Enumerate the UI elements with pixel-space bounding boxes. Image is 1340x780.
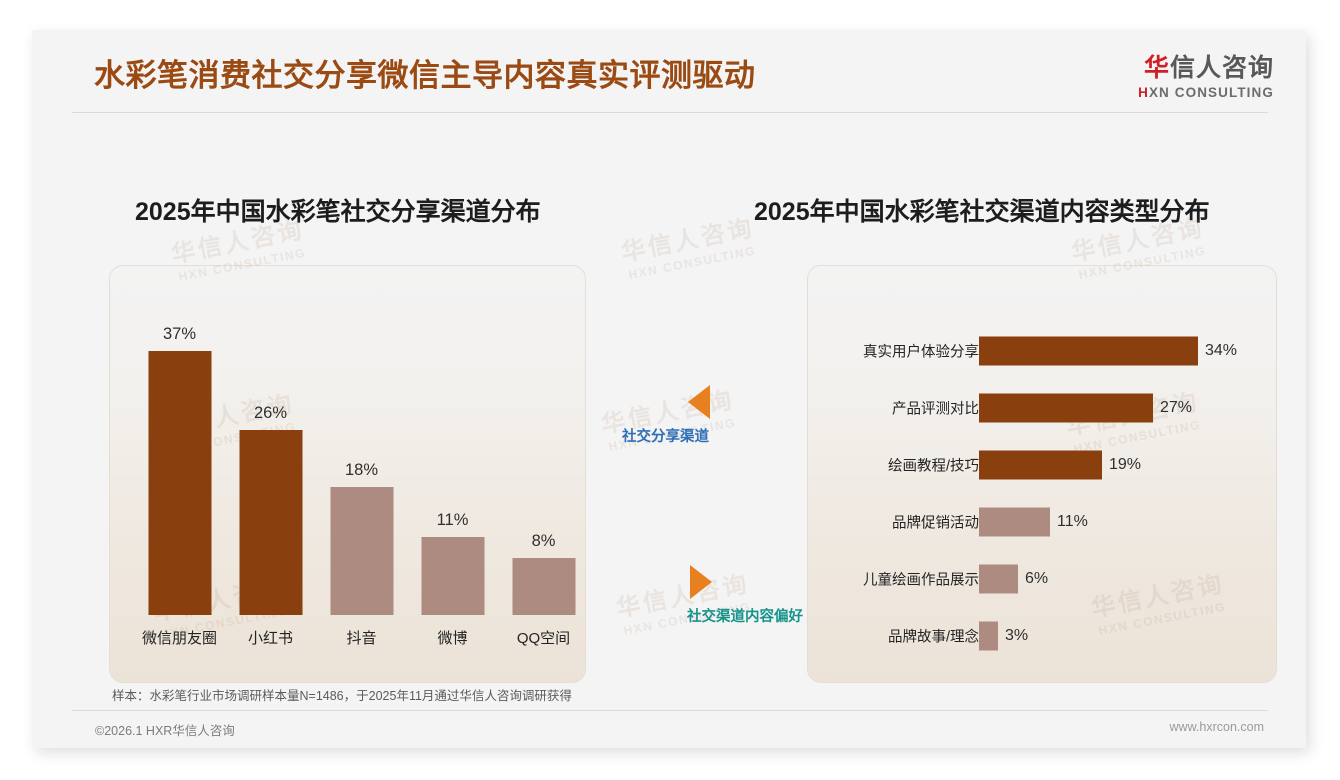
vertical-bar-value-label: 11% bbox=[436, 511, 469, 529]
horizontal-bar-row: 品牌故事/理念 3% bbox=[807, 620, 1277, 652]
callout-two-label: 社交渠道内容偏好 bbox=[687, 609, 803, 625]
vertical-bar-category-label-wrap: 小红书 bbox=[239, 615, 302, 647]
horizontal-bar-value-label: 6% bbox=[1025, 570, 1049, 587]
social-share-channel-bar-chart: 37% 微信朋友圈 26% 小红书 18% 抖音 11% 微博 8% QQ空间 bbox=[109, 265, 586, 683]
copyright-text: ©2026.1 HXR华信人咨询 bbox=[95, 724, 235, 738]
vertical-bar bbox=[512, 558, 575, 615]
logo-cn-rest: 信人咨询 bbox=[1169, 54, 1274, 82]
vertical-bar-category-label-wrap: 微博 bbox=[421, 615, 484, 647]
footer-divider bbox=[72, 710, 1268, 711]
horizontal-bar-category-label: 绘画教程/技巧 bbox=[887, 458, 979, 475]
horizontal-bar bbox=[979, 507, 1050, 537]
horizontal-bar-row: 产品评测对比 27% bbox=[807, 392, 1277, 424]
horizontal-bar-value-label: 19% bbox=[1109, 456, 1142, 473]
callout-content-preference: 社交渠道内容偏好 bbox=[687, 565, 803, 626]
website-url[interactable]: www.hxrcon.com bbox=[1169, 720, 1264, 734]
horizontal-bar-row: 真实用户体验分享 34% bbox=[807, 335, 1277, 367]
vertical-bar-category-label-wrap: 抖音 bbox=[330, 615, 393, 647]
vertical-bar bbox=[330, 487, 393, 615]
horizontal-bar-value-label: 11% bbox=[1057, 513, 1088, 530]
logo-english-text: HXN CONSULTING bbox=[1138, 86, 1274, 100]
horizontal-bar-value-label: 27% bbox=[1160, 399, 1193, 416]
slide-header: 水彩笔消费社交分享微信主导内容真实评测驱动 华信人咨询 HXN CONSULTI… bbox=[32, 30, 1306, 112]
vertical-bar-value-label: 37% bbox=[162, 325, 197, 343]
horizontal-bar-category-label: 真实用户体验分享 bbox=[863, 344, 979, 361]
vertical-bar-category-label-wrap: QQ空间 bbox=[512, 615, 575, 647]
horizontal-bar-row: 绘画教程/技巧 19% bbox=[807, 449, 1277, 481]
watermark-line1: 华信人咨询 bbox=[619, 214, 757, 267]
vertical-bar-category-label: 微博 bbox=[437, 630, 468, 647]
logo-en-rest: XN CONSULTING bbox=[1148, 85, 1274, 100]
horizontal-bar-category-label: 品牌故事/理念 bbox=[887, 629, 979, 646]
callout-one-label: 社交分享渠道 bbox=[622, 429, 709, 445]
vertical-bar-value-label: 26% bbox=[253, 404, 288, 422]
horizontal-bar-category-label: 品牌促销活动 bbox=[892, 515, 979, 532]
callout-social-share-channel: 社交分享渠道 bbox=[622, 385, 710, 446]
triangle-left-icon bbox=[688, 385, 710, 419]
horizontal-bar-category-label: 产品评测对比 bbox=[892, 401, 979, 418]
vertical-bar-category-label: 微信朋友圈 bbox=[141, 630, 218, 647]
horizontal-bar-row: 儿童绘画作品展示 6% bbox=[807, 563, 1277, 595]
vertical-bar-category-label: 小红书 bbox=[247, 630, 294, 647]
sample-footnote: 样本：水彩笔行业市场调研样本量N=1486，于2025年11月通过华信人咨询调研… bbox=[112, 689, 572, 703]
horizontal-bar-row: 品牌促销活动 11% bbox=[807, 506, 1277, 538]
vertical-bar bbox=[239, 430, 302, 615]
horizontal-bar bbox=[979, 336, 1198, 366]
right-chart-title: 2025年中国水彩笔社交渠道内容类型分布 bbox=[754, 198, 1210, 226]
vertical-bar-category-label: QQ空间 bbox=[516, 630, 571, 647]
horizontal-bar-value-label: 3% bbox=[1005, 627, 1029, 644]
watermark-line2: HXN CONSULTING bbox=[627, 243, 758, 282]
slide-canvas: 水彩笔消费社交分享微信主导内容真实评测驱动 华信人咨询 HXN CONSULTI… bbox=[32, 30, 1306, 748]
header-divider bbox=[72, 112, 1268, 113]
logo-en-accent-char: H bbox=[1138, 85, 1149, 100]
horizontal-bar-value-label: 34% bbox=[1205, 342, 1238, 359]
horizontal-bar-category-label: 儿童绘画作品展示 bbox=[863, 572, 979, 589]
horizontal-bar bbox=[979, 564, 1018, 594]
page-title: 水彩笔消费社交分享微信主导内容真实评测驱动 bbox=[94, 58, 756, 93]
left-chart-title: 2025年中国水彩笔社交分享渠道分布 bbox=[135, 198, 541, 226]
horizontal-bar bbox=[979, 621, 998, 651]
logo-chinese-text: 华信人咨询 bbox=[1138, 56, 1274, 81]
vertical-bar-value-label: 18% bbox=[344, 461, 379, 479]
vertical-bar-category-label-wrap: 微信朋友圈 bbox=[142, 615, 217, 647]
vertical-bar bbox=[421, 537, 484, 615]
vertical-bar-category-label: 抖音 bbox=[346, 630, 377, 647]
content-type-bar-chart: 真实用户体验分享 34% 产品评测对比 27% 绘画教程/技巧 19% 品牌促销活动 11% 儿… bbox=[807, 265, 1277, 683]
logo-cn-accent-char: 华 bbox=[1143, 54, 1170, 82]
vertical-bar-value-label: 8% bbox=[531, 532, 556, 550]
triangle-right-icon bbox=[690, 565, 712, 599]
brand-logo: 华信人咨询 HXN CONSULTING bbox=[1138, 56, 1274, 100]
horizontal-bar bbox=[979, 450, 1102, 480]
horizontal-bar bbox=[979, 393, 1153, 423]
vertical-bar bbox=[148, 351, 211, 615]
